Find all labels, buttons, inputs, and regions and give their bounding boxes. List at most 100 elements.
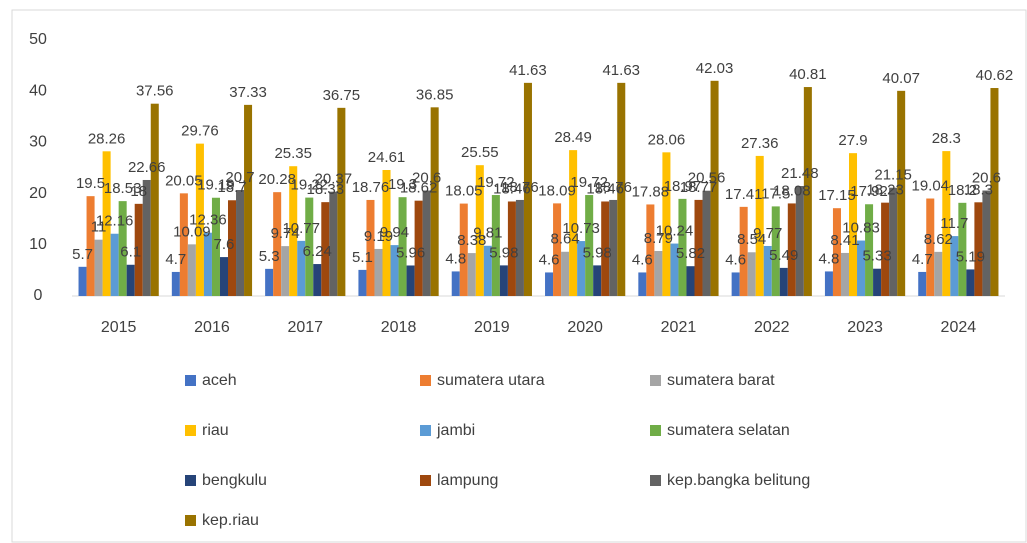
data-label: 5.19 (956, 248, 985, 265)
data-label: 10.83 (842, 220, 880, 237)
y-tick-label: 30 (29, 134, 47, 151)
data-label: 4.6 (632, 251, 653, 268)
data-label: 17.5 (761, 185, 790, 202)
data-label: 9.94 (380, 224, 409, 241)
legend-label: aceh (202, 372, 237, 389)
bar (755, 155, 764, 296)
data-label: 27.9 (838, 132, 867, 149)
data-label: 5.1 (352, 249, 373, 266)
x-tick-label: 2016 (194, 319, 230, 336)
bar (803, 87, 812, 297)
bar (593, 265, 602, 296)
data-label: 22.66 (128, 159, 166, 176)
legend-swatch (185, 515, 196, 526)
bar (366, 199, 375, 296)
bar (646, 204, 655, 296)
bar (865, 204, 874, 296)
bar (187, 244, 196, 296)
bar (171, 271, 180, 296)
data-label: 20.7 (225, 169, 254, 186)
legend-label: lampung (437, 472, 498, 489)
data-label: 28.26 (88, 130, 126, 147)
data-label: 4.7 (912, 251, 933, 268)
x-tick-label: 2020 (567, 319, 603, 336)
legend-label: bengkulu (202, 472, 267, 489)
bar (678, 198, 687, 296)
bar (840, 252, 850, 296)
bar (491, 195, 500, 296)
bar (990, 88, 999, 296)
legend-label: riau (202, 422, 229, 439)
bar (638, 272, 647, 296)
data-label: 5.96 (396, 244, 425, 261)
data-label: 37.56 (136, 83, 174, 100)
bar (203, 232, 212, 296)
data-label: 40.62 (976, 67, 1014, 84)
bar (390, 245, 399, 296)
legend-swatch (650, 425, 661, 436)
y-tick-label: 20 (29, 185, 47, 202)
bar (832, 208, 841, 296)
bar (731, 272, 740, 296)
bar (118, 201, 127, 296)
data-label: 18.76 (501, 179, 539, 196)
data-label: 18 (130, 183, 147, 200)
bar (553, 203, 562, 296)
data-label: 18.05 (445, 183, 483, 200)
bar (763, 245, 772, 296)
data-label: 20.28 (258, 171, 296, 188)
legend-label: sumatera utara (437, 372, 545, 389)
x-tick-label: 2018 (381, 319, 417, 336)
data-label: 21.48 (781, 165, 819, 182)
data-label: 10.09 (173, 223, 211, 240)
bar (787, 203, 796, 296)
legend-swatch (420, 375, 431, 386)
bar (337, 107, 346, 296)
data-label: 37.33 (229, 84, 267, 101)
data-label: 18.33 (307, 181, 345, 198)
data-label: 19.5 (76, 175, 105, 192)
bar (702, 190, 711, 296)
bar (950, 236, 959, 296)
legend-swatch (650, 475, 661, 486)
data-label: 19.3 (388, 176, 417, 193)
data-label: 18.2 (948, 182, 977, 199)
bar (219, 257, 228, 296)
data-label: 28.3 (932, 130, 961, 147)
x-tick-label: 2023 (847, 319, 883, 336)
bar (321, 202, 330, 296)
data-label: 5.98 (583, 244, 612, 261)
data-label: 10.24 (656, 223, 694, 240)
bar (747, 252, 756, 296)
bar (795, 186, 804, 296)
x-tick-label: 2019 (474, 319, 510, 336)
bar (739, 206, 748, 296)
bar (265, 268, 274, 296)
data-label: 19.19 (197, 177, 235, 194)
data-label: 20.37 (315, 171, 353, 188)
data-label: 18.09 (538, 182, 576, 199)
data-label: 25.35 (274, 145, 312, 162)
bar (694, 199, 703, 296)
legend-swatch (420, 475, 431, 486)
data-label: 12.16 (96, 213, 134, 230)
data-label: 11 (91, 219, 107, 236)
y-tick-label: 40 (29, 82, 47, 99)
legend-swatch (650, 375, 661, 386)
data-label: 36.75 (323, 87, 361, 104)
data-label: 10.73 (562, 220, 600, 237)
data-label: 18.53 (104, 180, 142, 197)
data-label: 5.98 (489, 244, 518, 261)
bar (918, 271, 927, 296)
bar (382, 169, 391, 296)
x-tick-label: 2015 (101, 319, 137, 336)
data-label: 11.7 (940, 215, 968, 232)
x-tick-label: 2024 (941, 319, 977, 336)
bar (982, 190, 991, 296)
bar (236, 190, 245, 296)
legend-swatch (185, 375, 196, 386)
data-label: 24.61 (368, 149, 406, 166)
bar (617, 82, 626, 296)
data-label: 17.92 (850, 183, 888, 200)
data-label: 5.49 (769, 247, 798, 264)
